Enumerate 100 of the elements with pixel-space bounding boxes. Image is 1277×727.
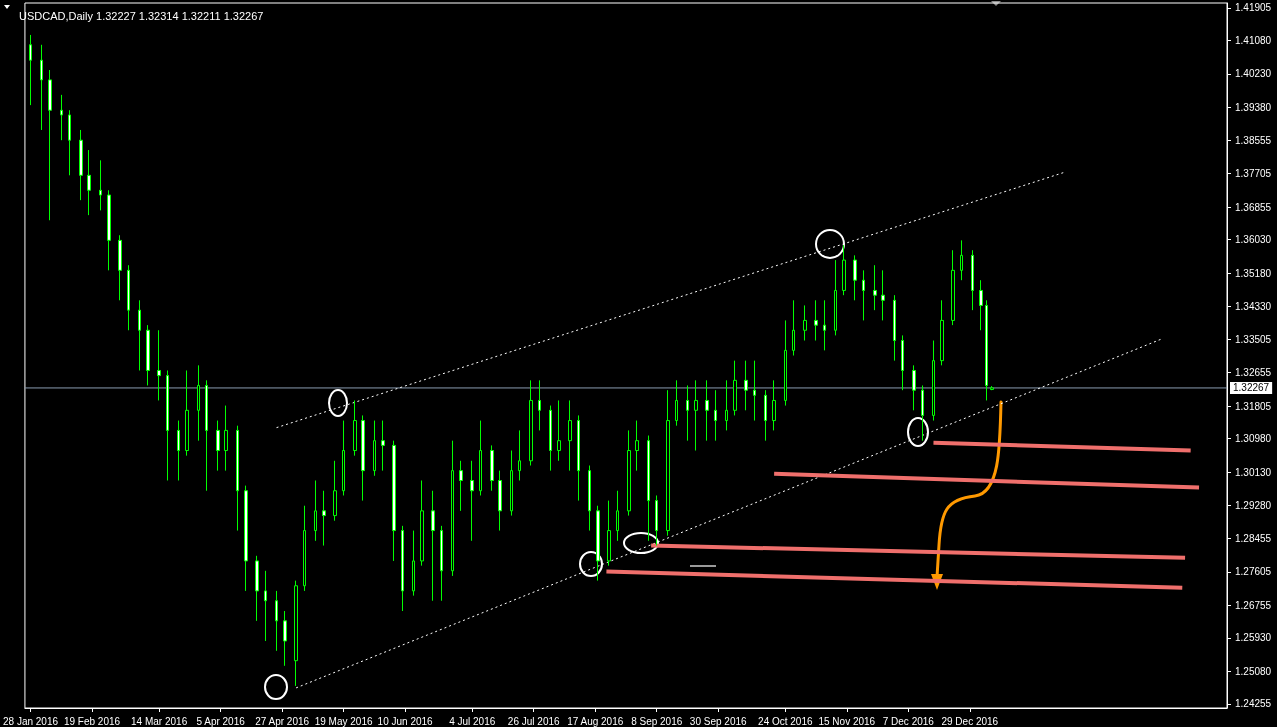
candlestick (784, 319, 787, 407)
candlestick (177, 420, 180, 481)
candlestick (498, 470, 502, 532)
candlestick (647, 435, 650, 542)
candlestick (451, 440, 454, 577)
candlestick (577, 414, 580, 502)
y-tick-label: 1.33505 (1235, 333, 1272, 345)
x-tick-label: 14 Mar 2016 (131, 715, 188, 727)
candlestick (705, 379, 709, 442)
candlestick (361, 414, 365, 502)
candlestick (185, 369, 189, 457)
y-tick-label: 1.28455 (1235, 532, 1272, 544)
candlestick (283, 610, 287, 667)
candlestick (244, 485, 248, 592)
candlestick (940, 299, 944, 366)
candlestick (596, 505, 600, 582)
ref-line-label: 1.32267 (1233, 382, 1270, 394)
candlestick (616, 490, 619, 542)
candlestick (557, 399, 561, 462)
candlestick (107, 189, 111, 271)
x-tick-label: 28 Jan 2016 (2, 715, 59, 727)
x-tick-label: 4 Jul 2016 (449, 715, 496, 727)
candlestick (510, 450, 513, 517)
candlestick (853, 254, 857, 301)
x-tick-label: 19 Feb 2016 (63, 715, 121, 727)
y-tick-label: 1.30980 (1235, 433, 1272, 445)
y-tick-label: 1.24255 (1235, 698, 1272, 710)
candlestick (166, 369, 169, 481)
candlestick (744, 360, 748, 411)
candlestick (459, 460, 463, 512)
candlestick (40, 44, 43, 131)
candlestick (686, 384, 689, 442)
x-tick-label: 17 Aug 2016 (567, 715, 624, 727)
y-tick-label: 1.31805 (1235, 400, 1272, 412)
candlestick (951, 249, 955, 326)
candlestick (960, 239, 963, 281)
candlestick (823, 299, 826, 351)
candlestick (127, 264, 130, 331)
candlestick (753, 360, 756, 422)
candlestick (834, 259, 837, 336)
y-tick-label: 1.38555 (1235, 134, 1272, 146)
x-tick-label: 10 Jun 2016 (377, 715, 434, 727)
x-tick-label: 15 Nov 2016 (818, 715, 876, 727)
candlestick (814, 299, 818, 342)
candlestick (873, 264, 877, 311)
y-tick-label: 1.25930 (1235, 632, 1272, 644)
candlestick (921, 384, 924, 442)
y-tick-label: 1.30130 (1235, 466, 1272, 478)
x-tick-label: 8 Sep 2016 (631, 715, 683, 727)
candlestick (314, 479, 317, 542)
y-tick-label: 1.40230 (1235, 68, 1272, 80)
x-tick-label: 26 Jul 2016 (507, 715, 560, 727)
candlestick (985, 299, 988, 401)
candlestick (87, 149, 91, 216)
candlestick (48, 69, 52, 221)
candlestick (979, 279, 983, 331)
candlestick (725, 379, 728, 431)
candlestick (990, 385, 994, 391)
candlestick (881, 269, 885, 321)
candlestick (627, 429, 631, 517)
candlestick (118, 234, 122, 301)
candlestick (431, 490, 435, 602)
candlestick (29, 34, 32, 106)
candlestick (60, 94, 63, 141)
y-tick-label: 1.26755 (1235, 599, 1272, 611)
candlestick (322, 490, 326, 547)
candlestick (294, 580, 298, 687)
candlestick (893, 294, 896, 362)
candlestick (635, 420, 639, 472)
y-tick-label: 1.39380 (1235, 101, 1272, 113)
x-tick-label: 27 Apr 2016 (255, 715, 310, 727)
y-tick-label: 1.36030 (1235, 234, 1272, 246)
candlestick (333, 460, 337, 522)
candlestick (392, 440, 396, 562)
candlestick (549, 405, 552, 472)
x-tick-label: 29 Dec 2016 (941, 715, 999, 727)
candlestick (479, 420, 482, 496)
candlestick (68, 109, 71, 176)
y-tick-label: 1.41905 (1235, 2, 1272, 14)
y-tick-label: 1.41080 (1235, 34, 1272, 46)
candlestick (79, 129, 83, 201)
y-tick-label: 1.25080 (1235, 665, 1272, 677)
candlestick (694, 379, 698, 452)
candlestick (901, 334, 904, 391)
candlestick (490, 444, 494, 492)
x-tick-label: 24 Oct 2016 (758, 715, 813, 727)
candlestick (764, 389, 767, 442)
candlestick (518, 429, 521, 481)
candlestick (440, 525, 443, 602)
x-tick-label: 19 May 2016 (314, 715, 373, 727)
candlestick (675, 379, 678, 427)
y-tick-label: 1.35180 (1235, 267, 1272, 279)
candlestick (655, 494, 658, 547)
candlestick (381, 420, 385, 472)
candlestick (303, 505, 306, 592)
candlestick (607, 500, 611, 567)
candlestick (792, 299, 795, 356)
y-tick-label: 1.37705 (1235, 168, 1272, 180)
candlestick (197, 364, 200, 442)
candlestick (412, 530, 415, 597)
